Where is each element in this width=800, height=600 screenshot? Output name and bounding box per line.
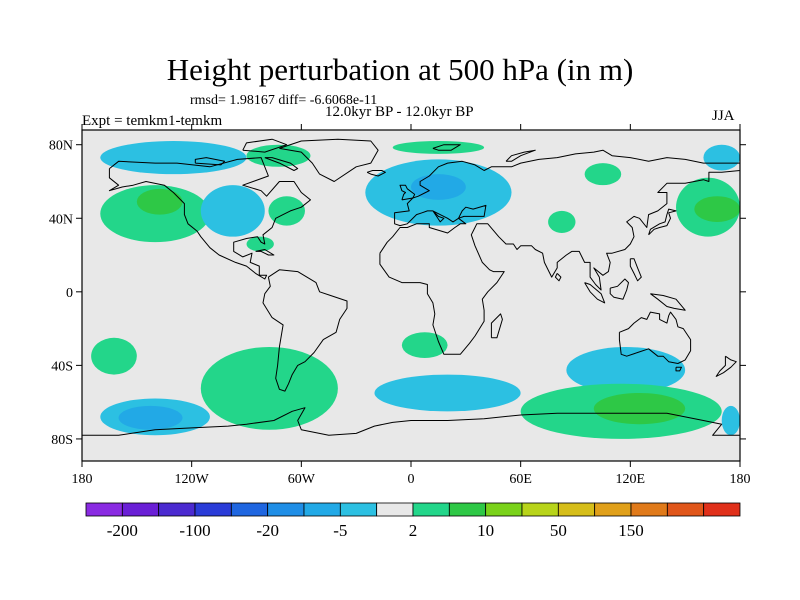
anomaly-fields — [91, 141, 740, 439]
colorbar-box — [267, 502, 305, 517]
lon-tick-label: 60W — [288, 472, 316, 487]
anomaly-florida-green — [246, 236, 274, 252]
colorbar-box — [521, 502, 559, 517]
coastline-cuba — [255, 249, 275, 256]
coastline-tasmania — [675, 366, 682, 372]
coastline-novaya-zemlya — [505, 149, 536, 162]
anomaly-siberia-green — [584, 163, 622, 186]
colorbar-box — [557, 502, 596, 517]
colorbar-box — [448, 502, 487, 517]
anomaly-greenland-green — [392, 141, 485, 154]
colorbar-label: -200 — [107, 521, 138, 540]
lat-tick-label: 80N — [49, 139, 73, 154]
colorbar-box — [85, 502, 123, 517]
colorbar-box — [666, 502, 705, 517]
stats-line: rmsd= 1.98167 diff= -6.6068e-11 — [190, 93, 378, 108]
anomaly-s-pac-blue-core — [118, 405, 183, 430]
colorbar-box — [630, 502, 668, 517]
colorbar-box — [158, 502, 196, 517]
colorbar-box — [703, 502, 741, 517]
coastline-britain — [399, 184, 416, 201]
lat-tick-label: 0 — [66, 286, 73, 301]
coastline-ellesmere-island — [242, 138, 288, 153]
coastline-baffin-island — [264, 157, 299, 171]
anomaly-arctic-blue — [100, 141, 247, 175]
colorbar-label: -5 — [333, 521, 347, 540]
coastlines — [82, 138, 740, 436]
lon-tick-label: 60E — [509, 472, 532, 487]
colorbar-box — [194, 502, 232, 517]
lat-tick-label: 40N — [49, 212, 73, 227]
axis-ticks: 80N 40N 0 40S 80S 180 120W 60W 0 60E 120E 180 — [49, 124, 751, 487]
coastline-new-guinea — [650, 293, 686, 311]
coastline-new-zealand — [715, 355, 737, 377]
anomaly-ne-asia-blue — [703, 144, 740, 171]
colorbar-label: 10 — [477, 521, 494, 540]
anomaly-s-pac-west-green — [91, 337, 137, 375]
colorbar-box — [230, 502, 269, 517]
period-label: 12.0kyr BP - 12.0kyr BP — [325, 104, 474, 120]
lon-tick-label: 180 — [730, 472, 751, 487]
anomaly-canada-blue — [200, 185, 265, 237]
coastline-south-america — [262, 269, 348, 392]
colorbar-label: 2 — [409, 521, 418, 540]
lon-tick-label: 120W — [175, 472, 210, 487]
colorbar-label: -20 — [256, 521, 279, 540]
anomaly-nw-atlantic-green — [268, 196, 305, 226]
coastline-greenland — [279, 138, 379, 182]
anomaly-baffin-green — [246, 144, 311, 167]
colorbar-box — [376, 502, 414, 517]
anomaly-central-asia-green — [548, 210, 576, 233]
coastline-philippines — [629, 258, 642, 282]
lon-tick-label: 0 — [408, 472, 415, 487]
anomaly-s-africa-green — [401, 332, 448, 359]
colorbar-label: -100 — [179, 521, 210, 540]
colorbar: -200 -100 -20 -5 2 10 50 150 — [85, 502, 741, 540]
coastline-borneo — [609, 278, 629, 300]
anomaly-s-pac-green — [200, 346, 338, 430]
season-label: JJA — [712, 108, 735, 124]
coastline-sumatra — [584, 282, 606, 304]
coastline-svalbard — [432, 144, 461, 151]
page-title: Height perturbation at 500 hPa (in m) — [166, 52, 634, 87]
coastline-japan — [648, 208, 677, 236]
anomaly-n-pac-east-core — [694, 196, 740, 222]
colorbar-box — [412, 502, 450, 517]
coastline-north-america — [108, 157, 311, 280]
colorbar-box — [339, 502, 378, 517]
coastline-victoria-island — [194, 157, 226, 166]
lon-tick-label: 120E — [616, 472, 646, 487]
anomaly-alaska-core — [136, 188, 183, 215]
colorbar-label: 50 — [550, 521, 567, 540]
anomaly-s-atlantic-blue — [374, 374, 521, 412]
coastline-australia — [618, 311, 692, 364]
anomaly-s-indian-core — [593, 392, 686, 425]
colorbar-box — [485, 502, 523, 517]
lon-tick-label: 180 — [72, 472, 93, 487]
anomaly-s-pac-east-blue — [721, 405, 740, 436]
lat-tick-label: 40S — [51, 359, 73, 374]
coastline-madagascar — [490, 313, 503, 339]
coastline-sri-lanka — [554, 273, 562, 282]
lat-tick-label: 80S — [51, 433, 73, 448]
colorbar-box — [303, 502, 341, 517]
colorbar-box — [594, 502, 632, 517]
colorbar-box — [121, 502, 160, 517]
colorbar-label: 150 — [618, 521, 644, 540]
coastline-iceland — [366, 170, 386, 177]
anomaly-indian-ocean-blue — [566, 346, 686, 393]
coastline-africa-eurasia — [379, 149, 740, 355]
experiment-label: Expt = temkm1-temkm — [82, 113, 223, 129]
coastline-antarctica — [82, 407, 740, 436]
